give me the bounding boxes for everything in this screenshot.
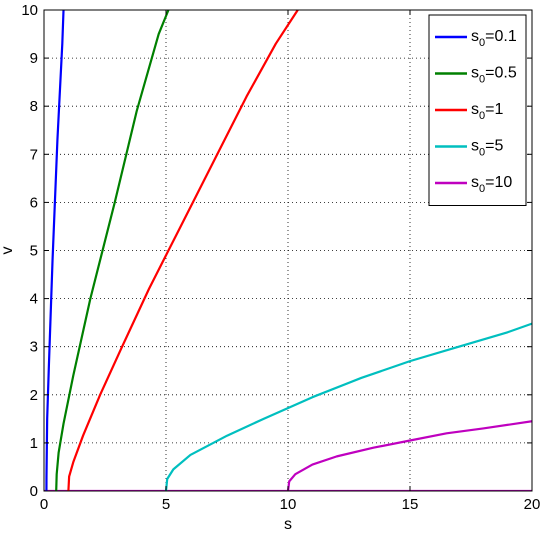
x-tick-label: 15 [402, 496, 419, 513]
legend-label-4: s0=5 [471, 138, 503, 159]
x-axis-label: s [284, 516, 292, 533]
series-lines [44, 9, 532, 491]
series-line-1 [45, 9, 65, 491]
legend: s0=0.1s0=0.5s0=1s0=5s0=10 [428, 14, 527, 206]
y-tick-label: 9 [30, 50, 38, 67]
x-tick-label: 10 [280, 496, 297, 513]
y-axis-label: v [0, 247, 16, 255]
y-tick-label: 4 [30, 291, 38, 308]
legend-label-value: =0.1 [485, 28, 517, 45]
series-line-5 [286, 420, 532, 491]
legend-label-2: s0=0.5 [471, 65, 517, 86]
y-tick-label: 7 [30, 146, 38, 163]
legend-label-3: s0=1 [471, 101, 503, 122]
series-line-3 [67, 9, 299, 491]
y-tick-label: 3 [30, 339, 38, 356]
series-line-2 [55, 9, 170, 491]
legend-label-base: s [471, 138, 479, 155]
legend-label-subscript: 0 [479, 183, 485, 195]
legend-label-value: =0.5 [485, 65, 517, 82]
axis-ticks [43, 9, 533, 492]
legend-label-base: s [471, 28, 479, 45]
y-tick-label: 10 [21, 2, 38, 19]
legend-label-value: =10 [485, 174, 512, 191]
y-tick-label: 2 [30, 387, 38, 404]
y-tick-label: 0 [30, 483, 38, 500]
legend-label-value: =1 [485, 101, 503, 118]
axis-tick-labels: 0 5 10 15 20 0 1 2 3 4 5 6 7 8 9 10 [21, 2, 540, 513]
y-tick-label: 1 [30, 435, 38, 452]
grid [44, 10, 532, 491]
legend-label-subscript: 0 [479, 110, 485, 122]
legend-label-1: s0=0.1 [471, 28, 517, 49]
x-tick-label: 0 [40, 496, 48, 513]
legend-label-base: s [471, 101, 479, 118]
legend-label-subscript: 0 [479, 147, 485, 159]
legend-label-5: s0=10 [471, 174, 512, 195]
legend-label-value: =5 [485, 138, 503, 155]
legend-label-subscript: 0 [479, 37, 485, 49]
x-tick-label: 20 [524, 496, 541, 513]
y-tick-label: 6 [30, 194, 38, 211]
legend-label-subscript: 0 [479, 74, 485, 86]
legend-label-base: s [471, 65, 479, 82]
x-tick-label: 5 [162, 496, 170, 513]
legend-label-base: s [471, 174, 479, 191]
series-line-4 [164, 322, 532, 491]
y-tick-label: 8 [30, 98, 38, 115]
y-tick-label: 5 [30, 243, 38, 260]
